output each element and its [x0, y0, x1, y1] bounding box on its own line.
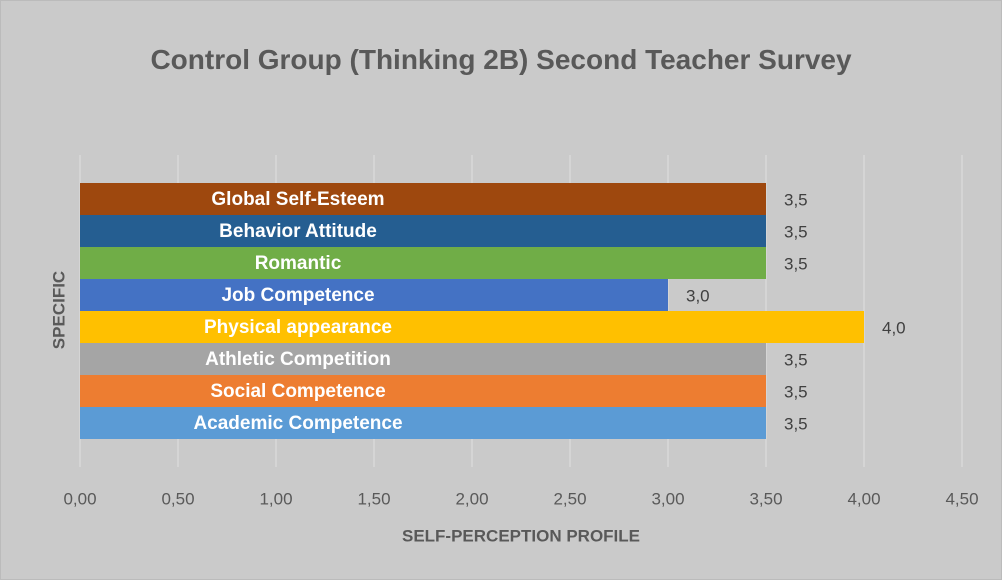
- value-label: 3,5: [784, 222, 808, 241]
- bar-category-label: Job Competence: [221, 285, 374, 306]
- bar: [80, 279, 668, 311]
- value-label: 3,5: [784, 254, 808, 273]
- bar-category-label: Romantic: [255, 253, 342, 274]
- value-label: 3,5: [784, 382, 808, 401]
- x-tick-label: 3,50: [749, 489, 782, 508]
- x-tick-label: 1,50: [357, 489, 390, 508]
- bar-category-label: Physical appearance: [204, 317, 392, 338]
- bar-category-label: Behavior Attitude: [219, 221, 377, 242]
- bar: [80, 407, 766, 439]
- x-axis-title: SELF-PERCEPTION PROFILE: [402, 526, 640, 545]
- x-tick-label: 3,00: [651, 489, 684, 508]
- bar-category-label: Global Self-Esteem: [211, 189, 384, 210]
- bar-category-label: Social Competence: [210, 381, 385, 402]
- bar: [80, 183, 766, 215]
- y-axis-title: SPECIFIC: [49, 271, 68, 349]
- bar: [80, 375, 766, 407]
- bar: [80, 215, 766, 247]
- value-label: 3,0: [686, 286, 710, 305]
- x-tick-label: 4,00: [847, 489, 880, 508]
- bar: [80, 343, 766, 375]
- value-label: 3,5: [784, 190, 808, 209]
- bar-category-label: Academic Competence: [193, 413, 402, 434]
- x-tick-label: 0,50: [161, 489, 194, 508]
- x-tick-label: 0,00: [63, 489, 96, 508]
- bar: [80, 311, 864, 343]
- chart-title: Control Group (Thinking 2B) Second Teach…: [150, 44, 852, 75]
- bar: [80, 247, 766, 279]
- x-tick-label: 1,00: [259, 489, 292, 508]
- value-label: 3,5: [784, 414, 808, 433]
- value-label: 3,5: [784, 350, 808, 369]
- x-tick-label: 2,00: [455, 489, 488, 508]
- x-tick-label: 4,50: [945, 489, 978, 508]
- bar-category-label: Athletic Competition: [205, 349, 391, 370]
- x-tick-label: 2,50: [553, 489, 586, 508]
- value-label: 4,0: [882, 318, 906, 337]
